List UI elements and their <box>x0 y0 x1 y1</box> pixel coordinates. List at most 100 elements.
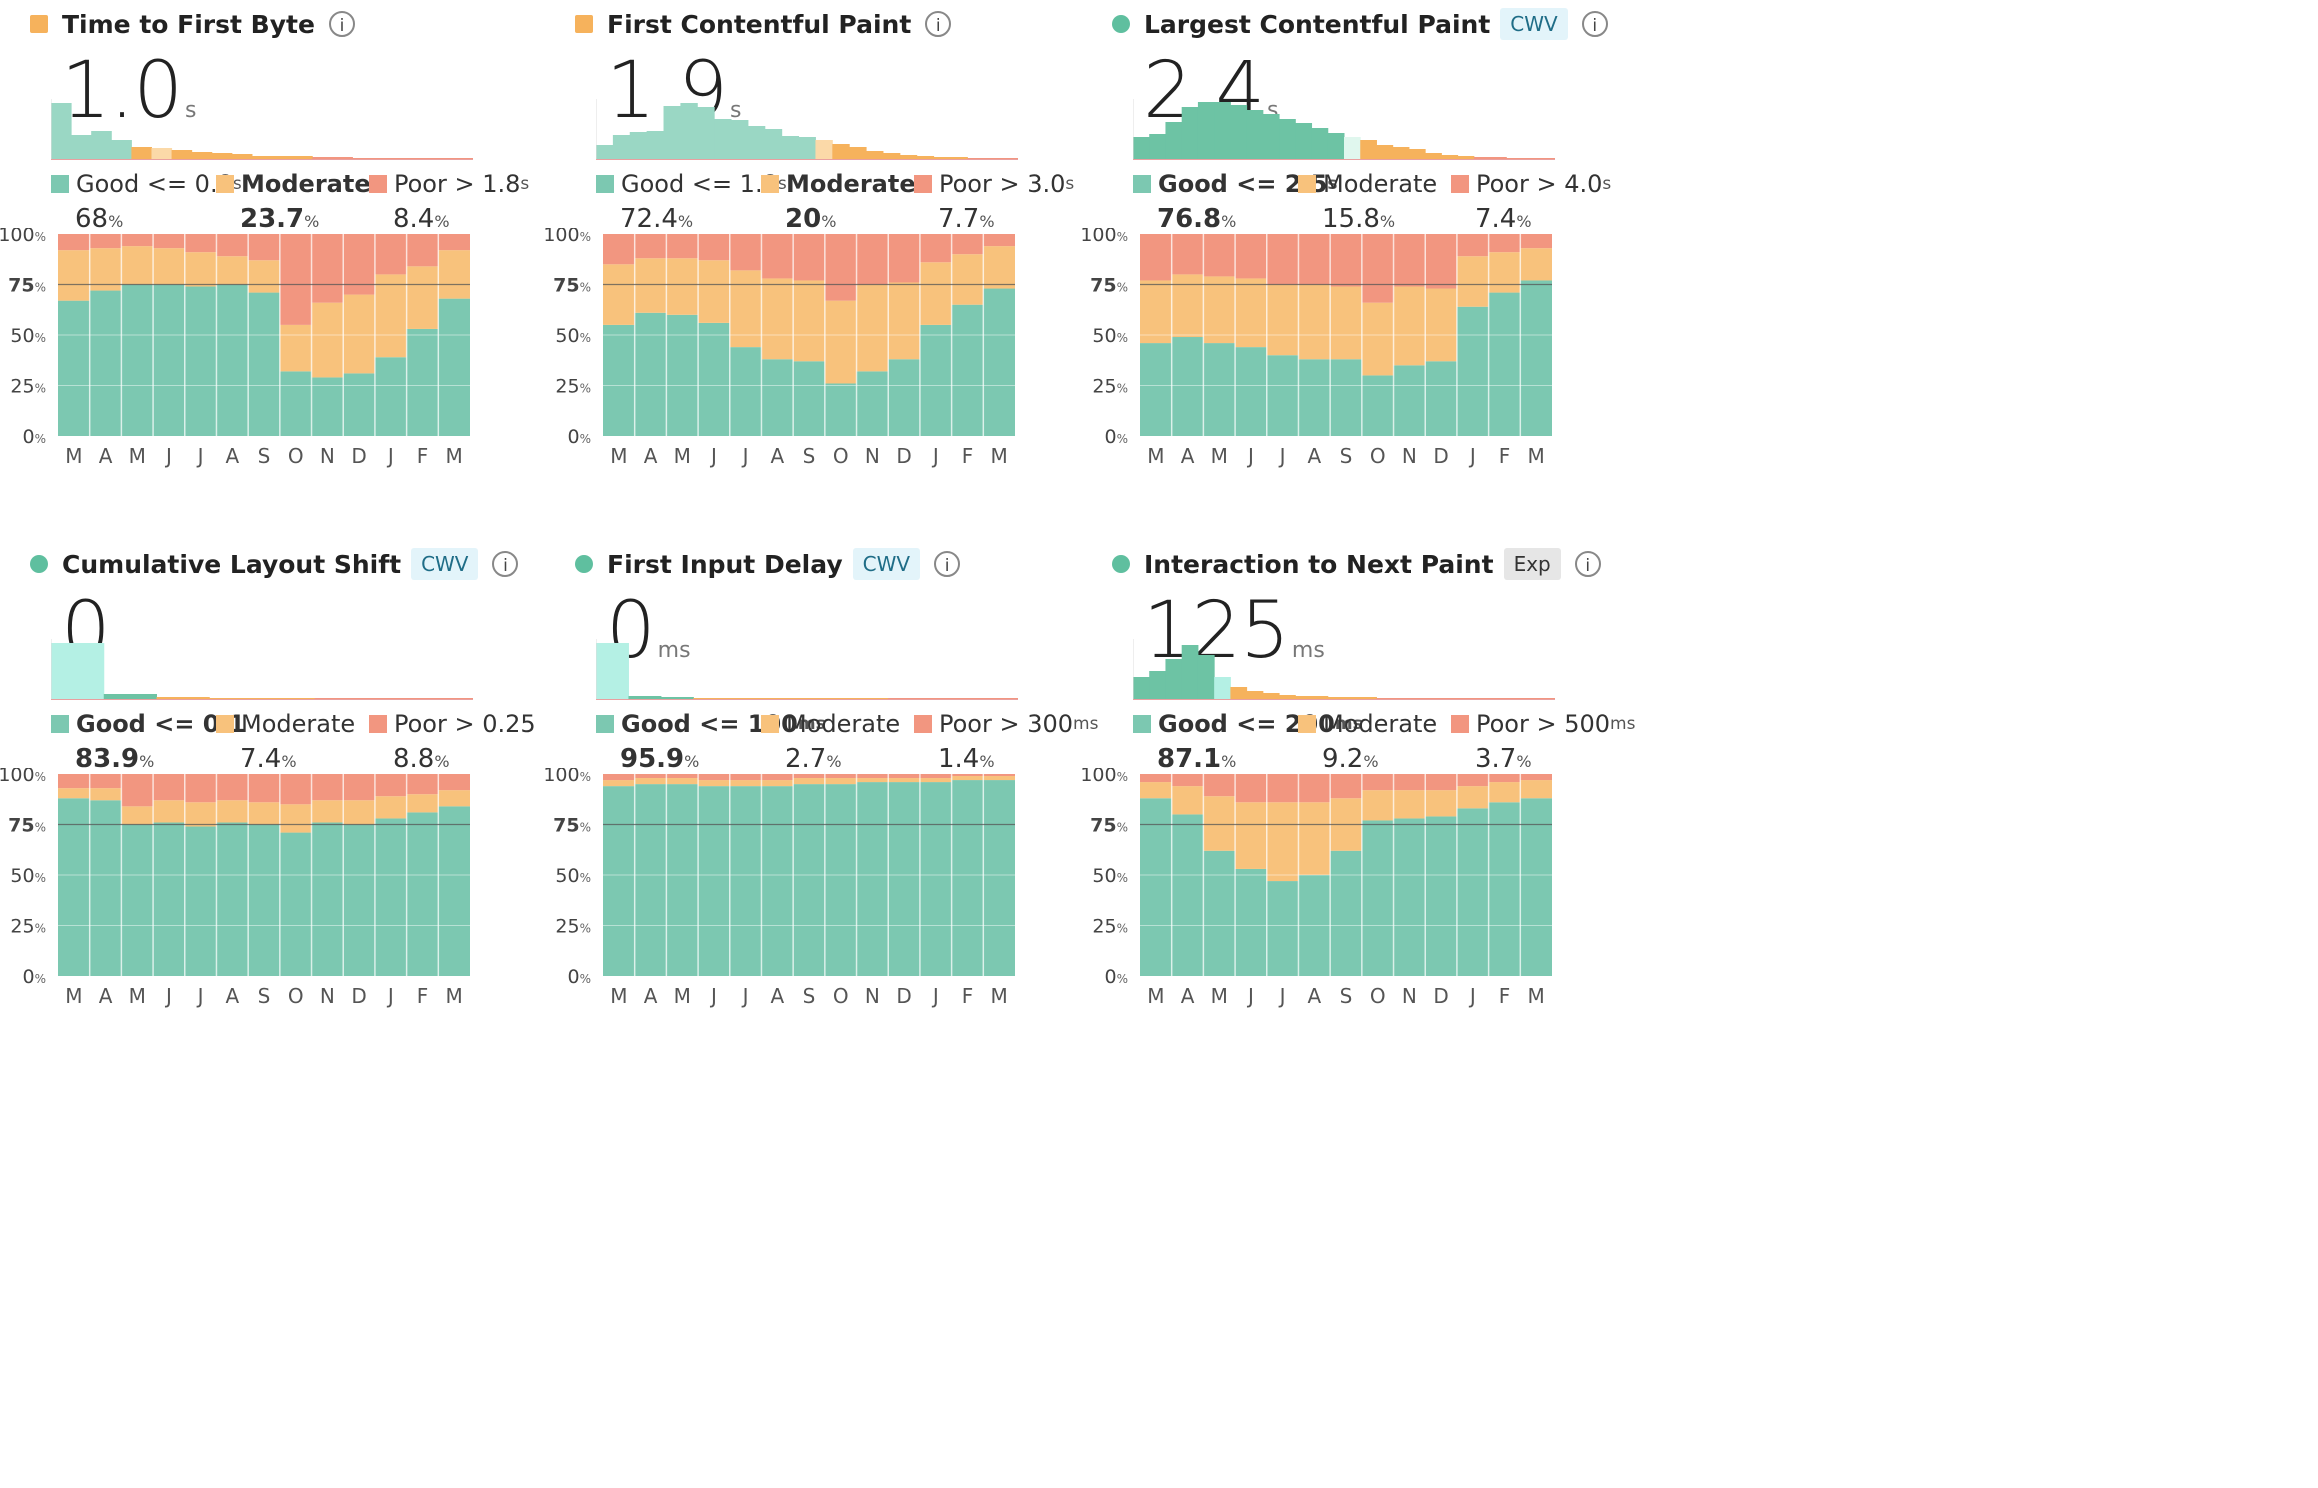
x-tick-label: J <box>1468 984 1476 1008</box>
legend-item: Poor > 3.0 s 7.7% <box>914 170 1074 234</box>
histogram-bin <box>1165 122 1183 159</box>
histogram-bin <box>1262 693 1280 699</box>
histogram-bin <box>714 119 732 159</box>
legend-percent: 95.9% <box>620 744 826 774</box>
y-tick-value: 25 <box>1092 376 1116 398</box>
x-tick-label: J <box>1246 444 1254 468</box>
info-icon[interactable]: i <box>934 551 961 577</box>
y-tick-percent: % <box>35 972 46 986</box>
y-tick-label: 0% <box>1105 966 1129 988</box>
y-tick-label: 0% <box>23 426 47 448</box>
y-tick-value: 75 <box>1090 275 1116 297</box>
histogram-bin <box>781 136 800 159</box>
x-tick-label: O <box>833 444 849 468</box>
histogram-bin <box>1425 153 1442 159</box>
bar-segment-poor <box>888 234 920 283</box>
bar-segment-good <box>311 822 344 976</box>
histogram-bin <box>1490 698 1507 699</box>
histogram-bin <box>191 152 213 159</box>
bar-segment-moderate <box>793 280 825 362</box>
bar-segment-moderate <box>634 778 667 785</box>
x-tick-label: O <box>1370 444 1386 468</box>
info-icon[interactable]: i <box>328 11 355 37</box>
histogram-bin <box>1295 696 1313 699</box>
metric-header: First Input Delay CWV i <box>575 546 961 582</box>
bar-segment-poor <box>406 774 439 795</box>
y-tick-percent: % <box>35 770 46 784</box>
y-tick-value: 100 <box>545 768 580 786</box>
distribution-histogram <box>51 639 473 700</box>
legend-percent-sign: % <box>304 212 320 231</box>
x-tick-label: D <box>1433 984 1448 1008</box>
x-tick-label: A <box>225 444 239 468</box>
x-tick-label: D <box>896 984 911 1008</box>
legend-label-row: Moderate <box>1298 710 1437 738</box>
status-dot-icon <box>30 555 48 573</box>
y-tick-value: 0 <box>1105 966 1117 988</box>
histogram-bin <box>1133 137 1150 159</box>
info-icon[interactable]: i <box>1581 11 1608 37</box>
bar-segment-moderate <box>698 260 730 323</box>
legend-swatch <box>369 175 387 193</box>
y-tick-value: 0 <box>568 966 580 988</box>
bar-segment-poor <box>58 774 90 789</box>
legend-label-row: Poor > 300 ms <box>914 710 1098 738</box>
histogram-bin <box>967 158 985 159</box>
legend-percent: 3.7% <box>1475 744 1635 774</box>
x-tick-label: F <box>962 984 974 1008</box>
bar-segment-moderate <box>603 780 635 787</box>
bar-segment-good <box>856 782 889 976</box>
legend-percent-sign: % <box>139 752 155 771</box>
bar-segment-good <box>603 324 635 436</box>
bar-segment-good <box>1140 798 1172 976</box>
monthly-stacked-chart: 0%25%50%75%100%M A M J J A S O N D J F M <box>0 228 470 468</box>
metric-header: Largest Contentful Paint CWV i <box>1112 6 1608 42</box>
legend-item: Moderate 20% <box>761 170 916 234</box>
bar-segment-good <box>279 832 312 976</box>
histogram-bin <box>51 103 72 159</box>
legend-label-row: Good <= 100 ms <box>596 710 826 738</box>
legend-swatch <box>1451 715 1469 733</box>
histogram-bin <box>211 153 233 159</box>
histogram-bin <box>1408 149 1426 159</box>
histogram-bin <box>392 158 414 159</box>
legend-percent-sign: % <box>677 212 694 231</box>
y-tick-value: 100 <box>0 228 35 246</box>
bar-segment-moderate <box>343 294 375 374</box>
histogram-bin <box>916 156 935 159</box>
bar-segment-good <box>1203 343 1236 436</box>
legend-percent-value: 76.8 <box>1157 204 1222 234</box>
bar-segment-poor <box>438 234 470 251</box>
y-tick-label: 75% <box>553 815 591 837</box>
x-tick-label: O <box>288 984 304 1008</box>
y-tick-label: 25% <box>1092 376 1128 398</box>
y-tick-value: 50 <box>1092 325 1116 347</box>
legend-percent-value: 8.4 <box>393 204 435 234</box>
bar-segment-poor <box>374 774 407 797</box>
histogram-bin <box>1214 677 1231 699</box>
info-icon[interactable]: i <box>1574 551 1601 577</box>
bar-segment-poor <box>216 774 249 801</box>
bar-segment-moderate <box>1298 284 1331 360</box>
info-icon[interactable]: i <box>492 551 519 577</box>
bar-segment-poor <box>374 234 407 275</box>
bar-segment-moderate <box>374 274 407 358</box>
bar-segment-good <box>343 824 375 976</box>
histogram-bin <box>1506 698 1524 699</box>
bar-segment-moderate <box>888 778 920 783</box>
info-icon[interactable]: i <box>925 11 952 37</box>
x-tick-label: F <box>1499 984 1511 1008</box>
y-tick-label: 100% <box>545 228 591 246</box>
histogram-bin <box>1295 123 1313 159</box>
legend-percent-sign: % <box>1516 752 1532 771</box>
legend-swatch <box>1298 175 1316 193</box>
bar-segment-poor <box>1393 774 1426 791</box>
bar-segment-good <box>1330 850 1362 976</box>
x-tick-label: M <box>446 984 463 1008</box>
x-tick-label: J <box>196 444 204 468</box>
y-tick-value: 0 <box>568 426 580 448</box>
bar-segment-moderate <box>1425 790 1457 817</box>
bar-segment-moderate <box>311 302 344 378</box>
histogram-bin <box>1230 105 1248 159</box>
y-tick-percent: % <box>35 821 46 835</box>
